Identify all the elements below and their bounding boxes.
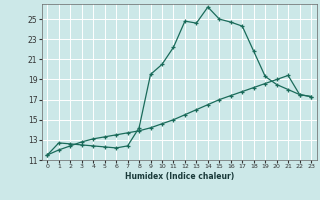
X-axis label: Humidex (Indice chaleur): Humidex (Indice chaleur) [124, 172, 234, 181]
